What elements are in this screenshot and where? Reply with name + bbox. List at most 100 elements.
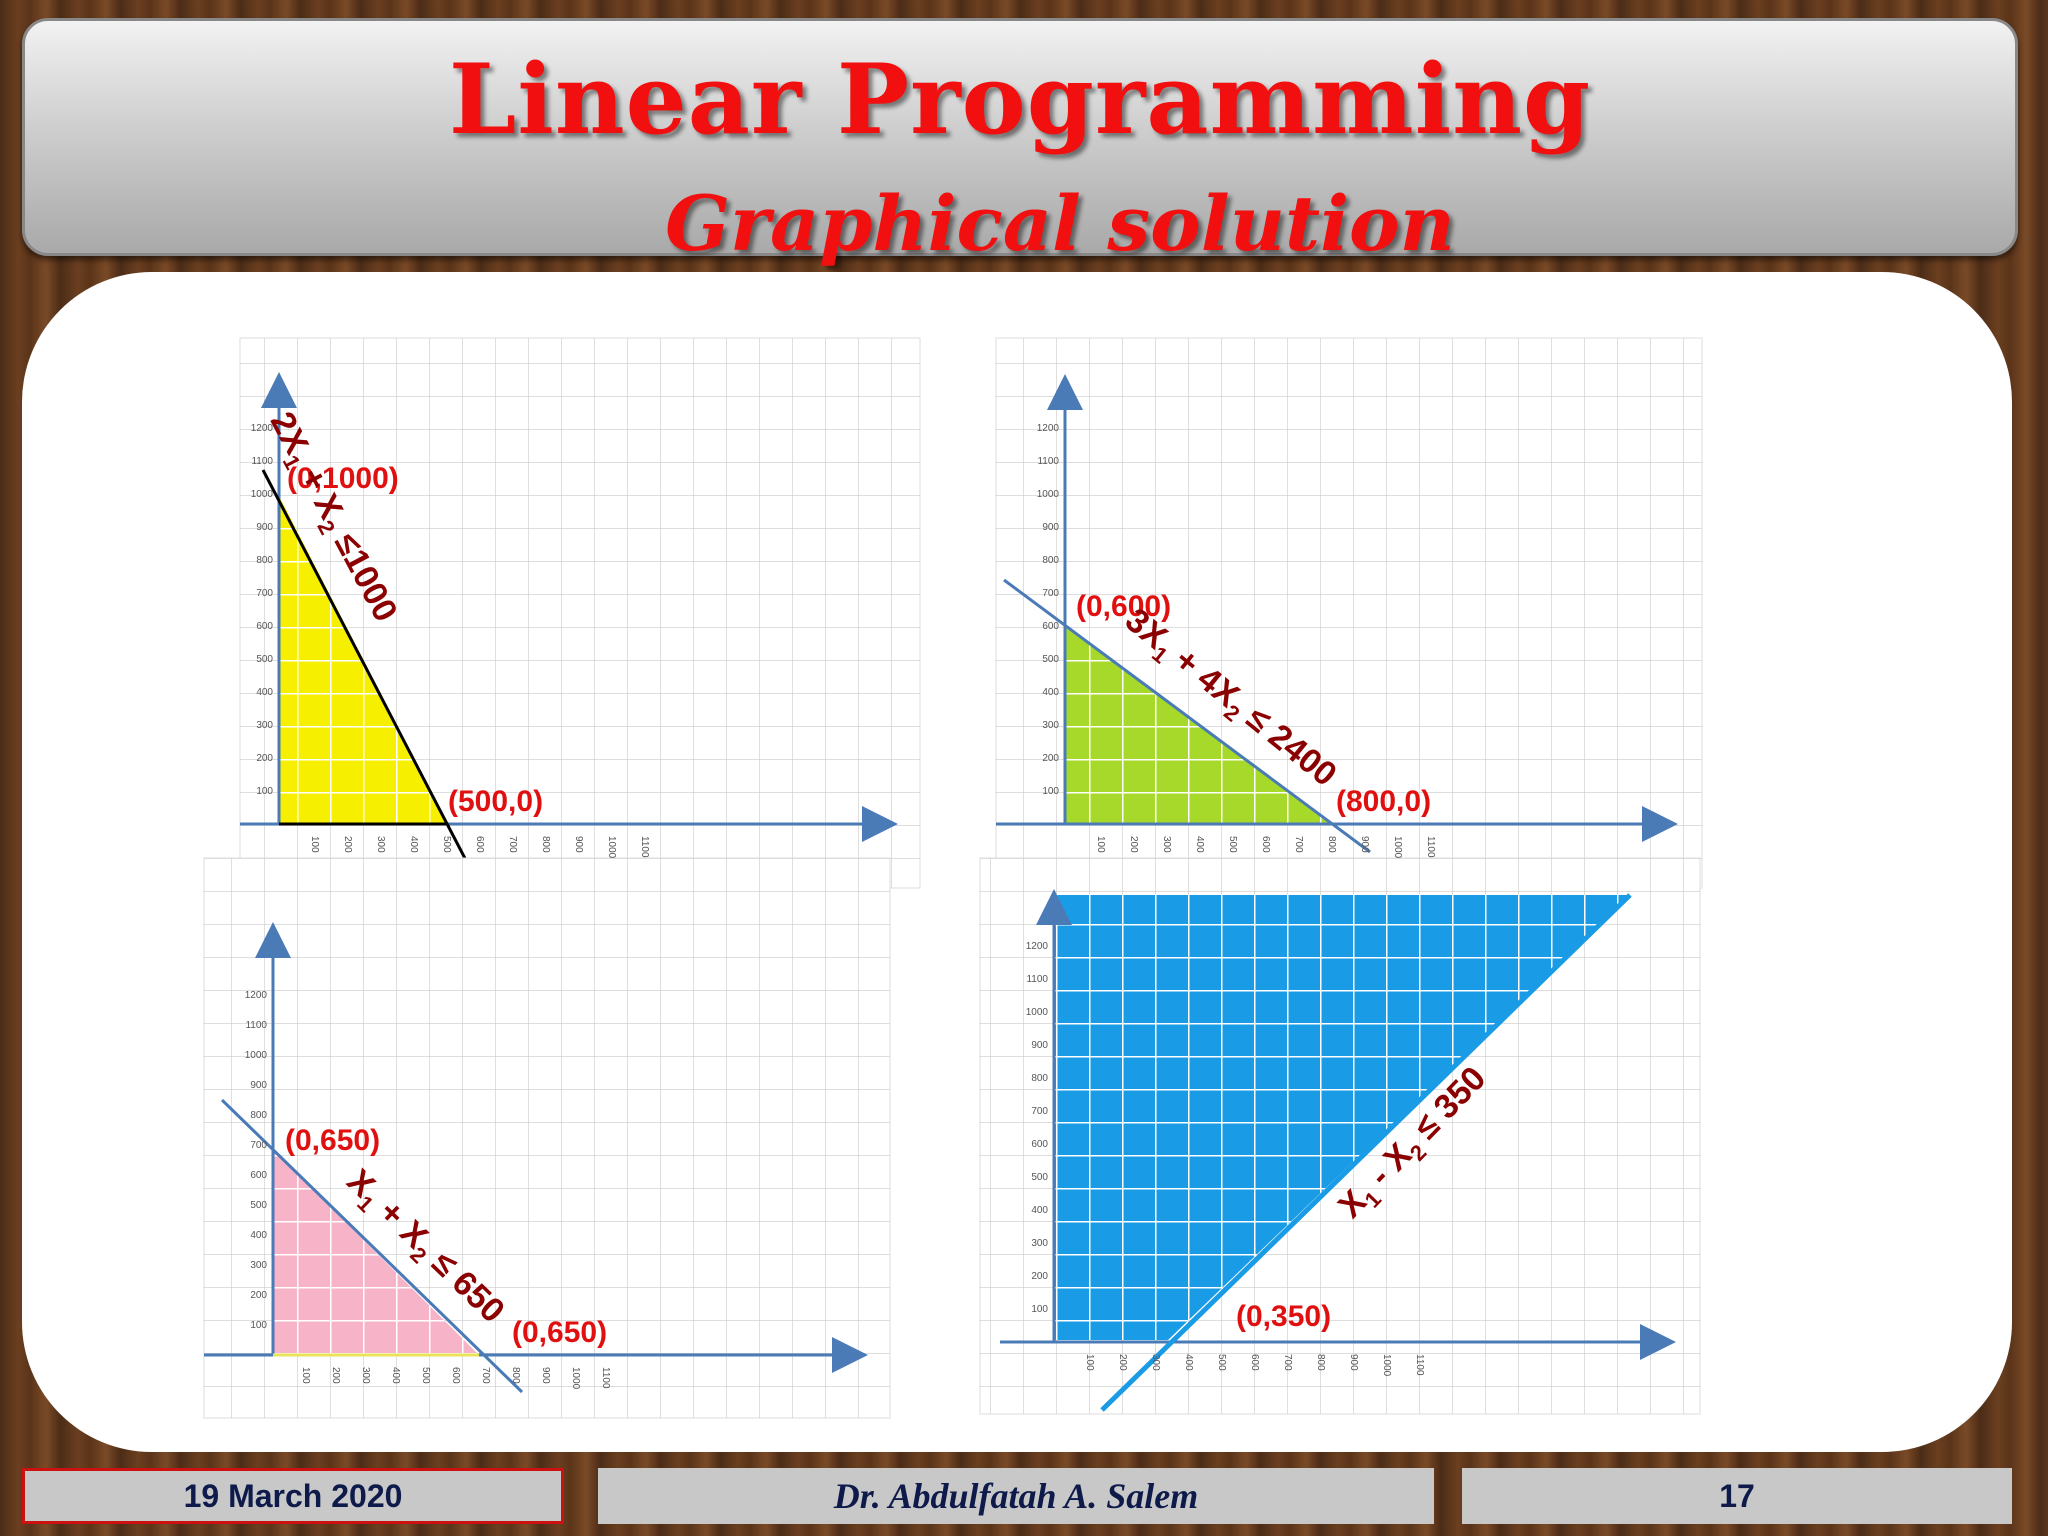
y-tick-label: 1100 xyxy=(1026,974,1048,985)
slide-subtitle: Graphical solution xyxy=(665,179,1455,268)
x-tick-label: 1000 xyxy=(606,836,617,859)
point-label: (500,0) xyxy=(448,785,543,818)
point-label: (800,0) xyxy=(1336,785,1431,818)
x-tick-label: 900 xyxy=(1348,1354,1359,1371)
x-tick-label: 400 xyxy=(1194,836,1205,853)
x-tick-label: 900 xyxy=(540,1367,551,1384)
y-tick-label: 200 xyxy=(1031,1271,1048,1282)
x-tick-label: 800 xyxy=(510,1367,521,1384)
graph-bottom-left: (0,650) (0,650) X1 + X2 ≤ 650 xyxy=(203,857,891,1419)
y-tick-label: 1200 xyxy=(251,423,274,434)
y-tick-label: 500 xyxy=(1031,1172,1048,1183)
point-label: (0,600) xyxy=(1076,590,1171,623)
x-tick-label: 1000 xyxy=(1392,836,1403,859)
x-tick-label: 700 xyxy=(507,836,518,853)
footer-author: Dr. Abdulfatah A. Salem xyxy=(598,1468,1434,1524)
y-tick-label: 1100 xyxy=(1037,456,1059,467)
y-tick-label: 1000 xyxy=(1026,1007,1049,1018)
x-tick-label: 200 xyxy=(1117,1354,1128,1371)
y-tick-label: 700 xyxy=(250,1140,267,1151)
graph-top-right: (0,600) (800,0) 3X1 + 4X2 ≤ 2400 xyxy=(995,337,1703,889)
constraint-line xyxy=(1100,893,1632,1412)
graph-bottom-right: (0,350) X1 - X2 ≤ 350 xyxy=(979,857,1701,1415)
x-tick-label: 200 xyxy=(1128,836,1139,853)
x-tick-label: 400 xyxy=(390,1367,401,1384)
x-tick-label: 700 xyxy=(480,1367,491,1384)
x-tick-label: 600 xyxy=(450,1367,461,1384)
y-tick-label: 300 xyxy=(1042,720,1059,731)
y-tick-label: 700 xyxy=(256,588,273,599)
y-tick-label: 800 xyxy=(1031,1073,1048,1084)
y-tick-label: 100 xyxy=(256,786,273,797)
y-tick-label: 1200 xyxy=(245,990,268,1001)
y-tick-label: 800 xyxy=(1042,555,1059,566)
x-tick-label: 200 xyxy=(330,1367,341,1384)
footer-page-number: 17 xyxy=(1462,1468,2012,1524)
y-tick-label: 700 xyxy=(1031,1106,1048,1117)
axis-ticks: 100 200 300 400 500 600 700 800 900 1000 1100 1200 1… xyxy=(245,423,1436,1390)
y-tick-label: 600 xyxy=(1031,1139,1048,1150)
y-tick-label: 900 xyxy=(1031,1040,1048,1051)
x-tick-label: 700 xyxy=(1293,836,1304,853)
footer-date: 19 March 2020 xyxy=(22,1468,564,1524)
constraint-line xyxy=(261,469,472,869)
x-tick-label: 900 xyxy=(573,836,584,853)
y-tick-label: 500 xyxy=(256,654,273,665)
x-tick-label: 300 xyxy=(360,1367,371,1384)
y-tick-label: 900 xyxy=(1042,522,1059,533)
x-tick-label: 200 xyxy=(342,836,353,853)
y-tick-label: 300 xyxy=(250,1260,267,1271)
x-tick-label: 900 xyxy=(1359,836,1370,853)
x-tick-label: 500 xyxy=(420,1367,431,1384)
x-tick-label: 100 xyxy=(300,1367,311,1384)
x-tick-label: 500 xyxy=(441,836,452,853)
y-tick-label: 1100 xyxy=(251,456,273,467)
y-tick-label: 100 xyxy=(250,1320,267,1331)
y-tick-label: 900 xyxy=(250,1080,267,1091)
x-tick-label: 500 xyxy=(1216,1354,1227,1371)
x-tick-label: 600 xyxy=(1249,1354,1260,1371)
y-tick-label: 800 xyxy=(250,1110,267,1121)
graph-top-left: (0,1000) (500,0) 2X1 + X2 ≤1000 xyxy=(239,337,921,889)
x-tick-label: 1100 xyxy=(600,1367,611,1389)
x-tick-label: 500 xyxy=(1227,836,1238,853)
y-tick-label: 1200 xyxy=(1026,941,1049,952)
x-tick-label: 800 xyxy=(1326,836,1337,853)
y-tick-label: 300 xyxy=(256,720,273,731)
x-tick-label: 800 xyxy=(1315,1354,1326,1371)
x-tick-label: 600 xyxy=(474,836,485,853)
x-tick-label: 400 xyxy=(1183,1354,1194,1371)
y-tick-label: 1000 xyxy=(1037,489,1060,500)
y-tick-label: 600 xyxy=(250,1170,267,1181)
x-tick-label: 800 xyxy=(540,836,551,853)
point-label: (0,350) xyxy=(1236,1300,1331,1333)
y-tick-label: 500 xyxy=(250,1200,267,1211)
x-tick-label: 1100 xyxy=(639,836,650,858)
x-tick-label: 100 xyxy=(1095,836,1106,853)
y-tick-label: 600 xyxy=(1042,621,1059,632)
slide-title: Linear Programming xyxy=(448,43,1592,156)
y-tick-label: 500 xyxy=(1042,654,1059,665)
y-tick-label: 1100 xyxy=(245,1020,267,1031)
y-tick-label: 700 xyxy=(1042,588,1059,599)
x-tick-label: 400 xyxy=(408,836,419,853)
y-tick-label: 200 xyxy=(250,1290,267,1301)
y-tick-label: 200 xyxy=(256,753,273,764)
y-tick-label: 400 xyxy=(250,1230,267,1241)
constraint-line xyxy=(1003,578,1371,854)
y-tick-label: 400 xyxy=(1042,687,1059,698)
x-tick-label: 100 xyxy=(1084,1354,1095,1371)
point-label: (0,1000) xyxy=(287,462,399,495)
x-tick-label: 700 xyxy=(1282,1354,1293,1371)
x-tick-label: 1000 xyxy=(1381,1354,1392,1377)
x-tick-label: 300 xyxy=(1150,1354,1161,1371)
y-tick-label: 400 xyxy=(1031,1205,1048,1216)
x-tick-label: 1000 xyxy=(570,1367,581,1390)
y-tick-label: 100 xyxy=(1031,1304,1048,1315)
point-label: (0,650) xyxy=(285,1124,380,1157)
y-tick-label: 1000 xyxy=(245,1050,268,1061)
x-tick-label: 100 xyxy=(309,836,320,853)
y-tick-label: 400 xyxy=(256,687,273,698)
x-tick-label: 300 xyxy=(375,836,386,853)
